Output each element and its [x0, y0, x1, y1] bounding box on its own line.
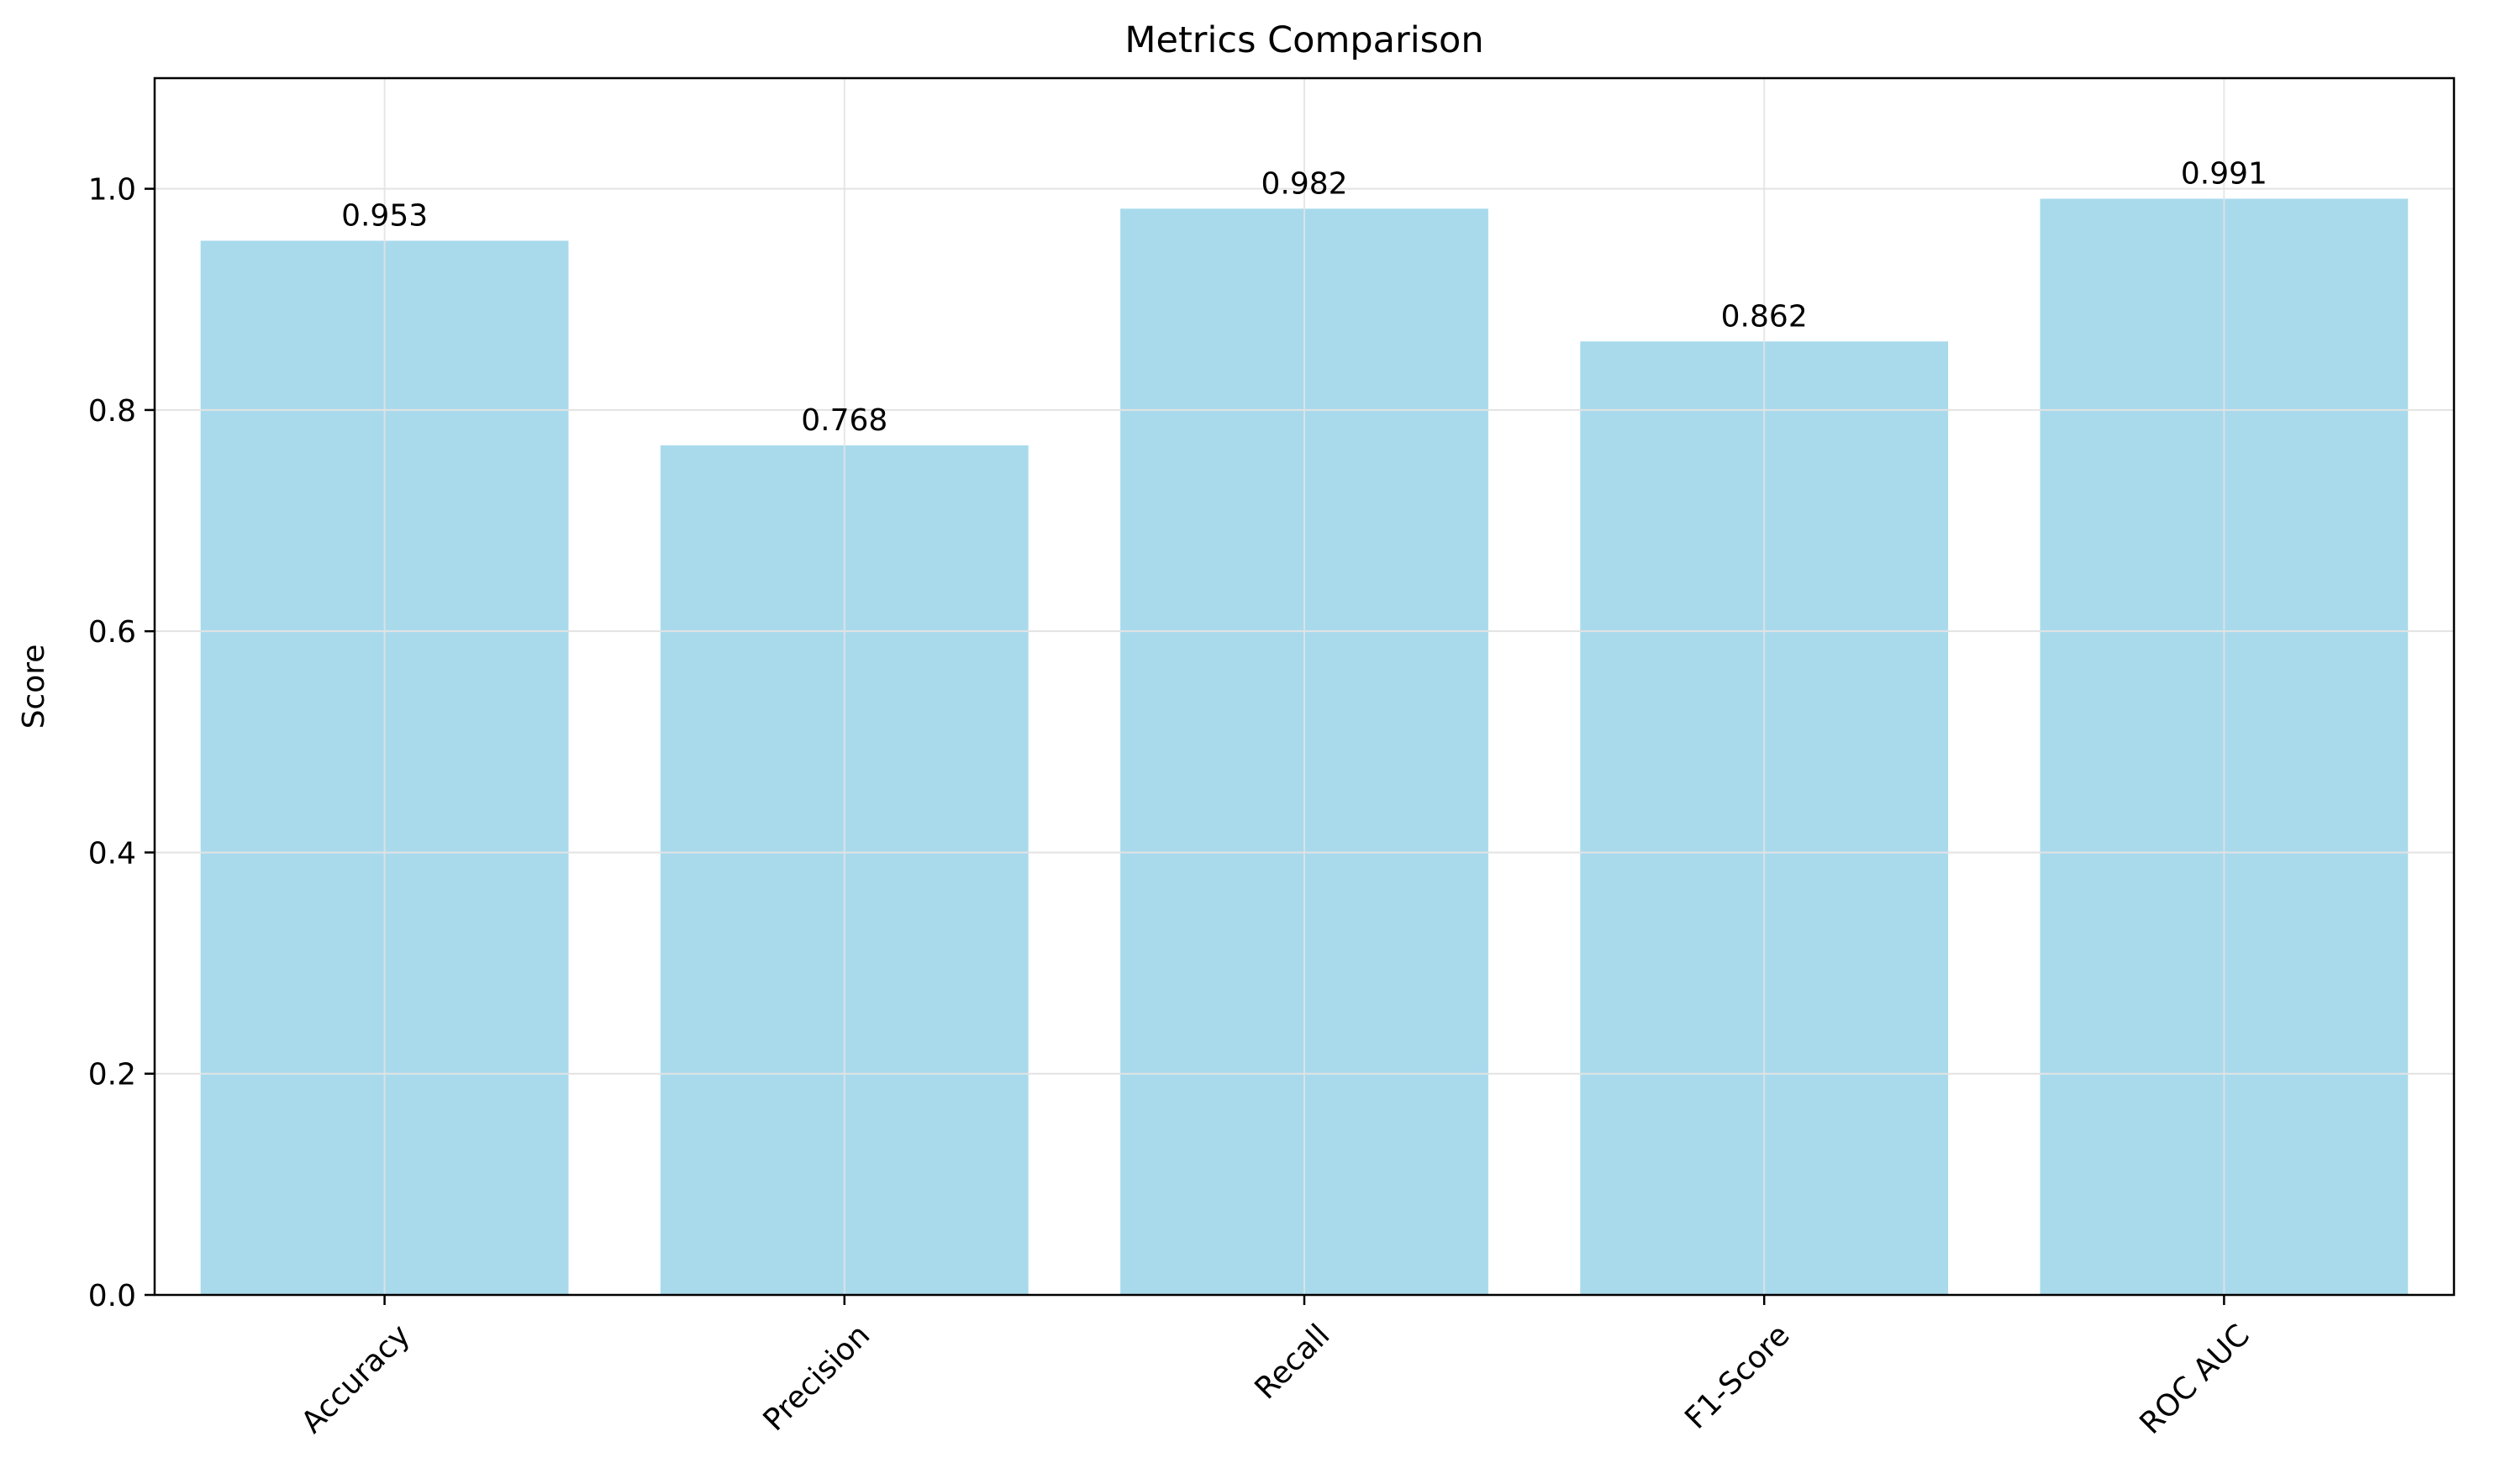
x-tick-label: Recall	[1249, 1318, 1337, 1406]
grid-lines	[155, 78, 2454, 1296]
y-tick-label: 0.6	[88, 615, 136, 650]
axes	[145, 76, 2456, 1305]
bar-value-label: 0.768	[801, 403, 887, 438]
y-tick-label: 0.4	[88, 836, 136, 871]
bar-value-label: 0.862	[1721, 299, 1808, 334]
x-tick-label: F1-Score	[1678, 1318, 1796, 1435]
x-tick-label: Precision	[757, 1318, 877, 1438]
y-tick-label: 0.2	[88, 1058, 136, 1092]
y-tick-label: 0.8	[88, 394, 136, 429]
y-tick-label: 0.0	[88, 1279, 136, 1313]
y-tick-label: 1.0	[88, 173, 136, 208]
bar-value-label: 0.982	[1261, 166, 1347, 201]
y-axis-label: Score	[17, 645, 51, 729]
chart-title: Metrics Comparison	[1124, 19, 1483, 61]
bar-value-label: 0.953	[341, 199, 428, 234]
x-tick-label: Accuracy	[295, 1318, 417, 1439]
bar-value-label: 0.991	[2181, 156, 2267, 191]
x-tick-label: ROC AUC	[2133, 1318, 2256, 1440]
